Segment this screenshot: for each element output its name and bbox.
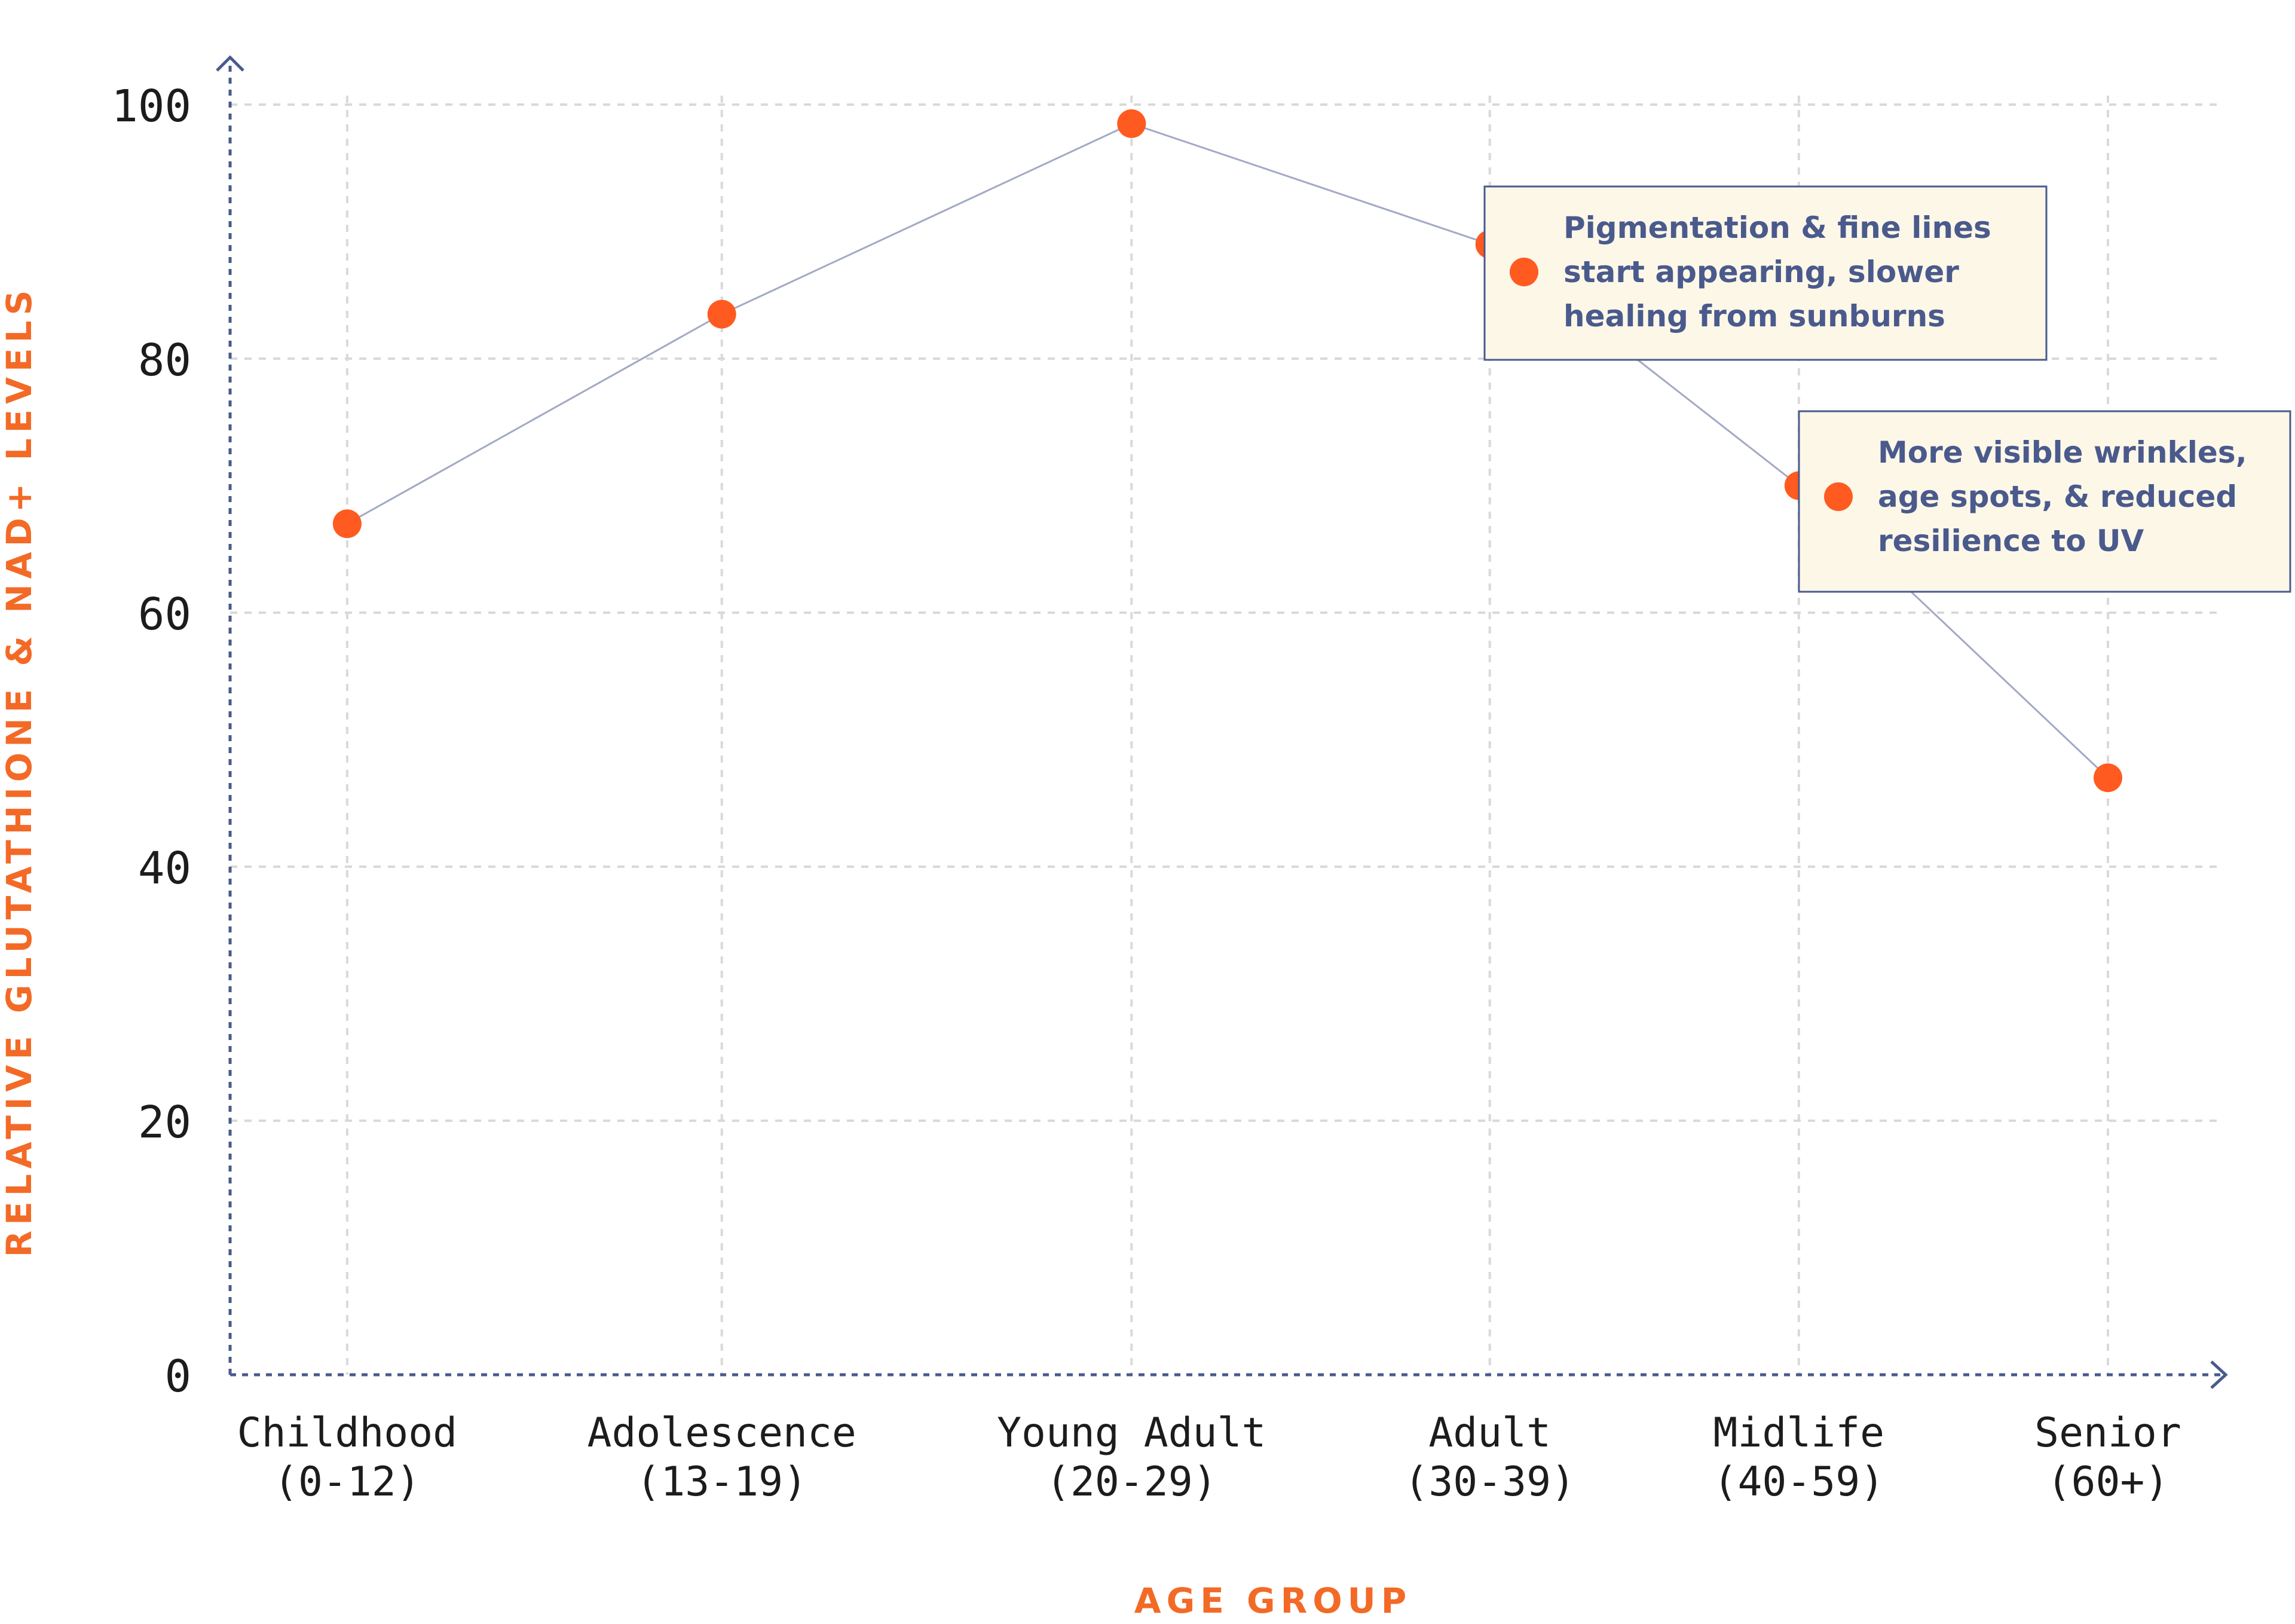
x-axis-title: AGE GROUP <box>1134 1580 1412 1621</box>
data-point <box>332 509 362 539</box>
annotation-text: resilience to UV <box>1878 524 2144 558</box>
x-tick-label: Adolescence <box>587 1409 856 1457</box>
annotation-text: age spots, & reduced <box>1878 479 2237 514</box>
x-tick-sublabel: (13-19) <box>636 1458 807 1506</box>
annotation-box <box>1483 185 2048 361</box>
x-tick-label: Adult <box>1428 1409 1551 1457</box>
y-tick-label: 80 <box>138 335 191 386</box>
annotation-marker <box>1824 482 1853 511</box>
y-axis-title: RELATIVE GLUTATHIONE & NAD+ LEVELS <box>0 285 39 1258</box>
annotations: Pigmentation & fine lines start appearing… <box>1483 185 2291 593</box>
x-tick-label: Midlife <box>1713 1409 1885 1457</box>
annotation-text: More visible wrinkles, <box>1878 435 2247 470</box>
annotation-callout: More visible wrinkles, age spots, & reduc… <box>1798 410 2291 593</box>
x-tick-sublabel: (30-39) <box>1404 1458 1575 1506</box>
x-tick-labels: Childhood(0-12) Adolescence(13-19) Young A… <box>237 1409 2181 1506</box>
x-tick-label: Childhood <box>237 1409 457 1457</box>
annotation-marker <box>1510 258 1538 286</box>
y-tick-label: 60 <box>138 589 191 640</box>
y-tick-label: 40 <box>138 843 191 894</box>
annotation-box <box>1798 410 2291 593</box>
x-tick-label: Senior <box>2034 1409 2181 1457</box>
y-axis-arrow <box>216 55 244 72</box>
annotation-text: start appearing, slower <box>1563 255 1959 289</box>
annotation-text: healing from sunburns <box>1563 299 1945 334</box>
x-tick-sublabel: (20-29) <box>1046 1458 1217 1506</box>
y-tick-label: 100 <box>111 81 191 132</box>
x-tick-sublabel: (40-59) <box>1713 1458 1885 1506</box>
axes <box>216 55 2228 1389</box>
data-point <box>707 299 736 329</box>
data-point <box>1117 109 1146 138</box>
x-axis-arrow <box>2210 1360 2228 1389</box>
x-tick-sublabel: (0-12) <box>274 1458 421 1506</box>
grid <box>230 96 2220 1375</box>
x-tick-sublabel: (60+) <box>2047 1458 2169 1506</box>
annotation-callout: Pigmentation & fine lines start appearing… <box>1483 185 2048 361</box>
annotation-text: Pigmentation & fine lines <box>1563 210 1991 245</box>
y-tick-label: 0 <box>164 1351 191 1402</box>
y-tick-labels: 0 20 40 60 80 100 <box>111 81 191 1402</box>
data-point <box>2093 763 2122 793</box>
x-tick-label: Young Adult <box>997 1409 1266 1457</box>
y-tick-label: 20 <box>138 1097 191 1148</box>
